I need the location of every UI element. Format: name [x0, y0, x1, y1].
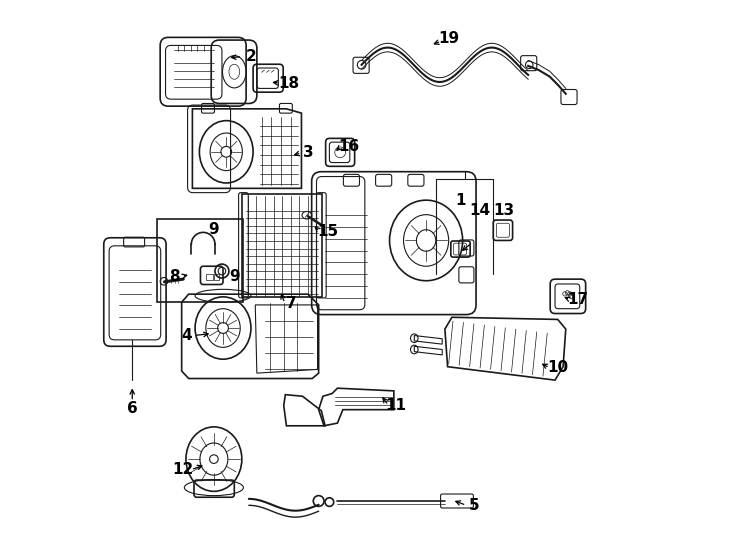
Text: 5: 5 — [469, 498, 480, 513]
Bar — [206, 274, 214, 280]
Text: 9: 9 — [208, 222, 219, 237]
Text: 17: 17 — [567, 292, 589, 307]
Text: 15: 15 — [318, 224, 339, 239]
Text: 1: 1 — [456, 193, 466, 208]
Text: 4: 4 — [182, 328, 192, 343]
Text: 14: 14 — [469, 204, 490, 218]
Text: 6: 6 — [127, 401, 137, 416]
Bar — [214, 274, 219, 280]
Text: 3: 3 — [302, 145, 313, 160]
Text: 13: 13 — [493, 204, 514, 218]
Text: 8: 8 — [170, 269, 180, 284]
Text: 9: 9 — [229, 269, 239, 284]
Text: 18: 18 — [278, 76, 299, 91]
Text: 16: 16 — [338, 139, 360, 154]
Text: 7: 7 — [286, 296, 297, 311]
Bar — [158, 219, 244, 302]
Text: 12: 12 — [172, 462, 194, 477]
Text: 19: 19 — [438, 31, 459, 46]
Bar — [242, 194, 322, 297]
Text: 10: 10 — [547, 360, 568, 375]
Text: 11: 11 — [385, 398, 406, 413]
Text: 2: 2 — [246, 49, 257, 64]
